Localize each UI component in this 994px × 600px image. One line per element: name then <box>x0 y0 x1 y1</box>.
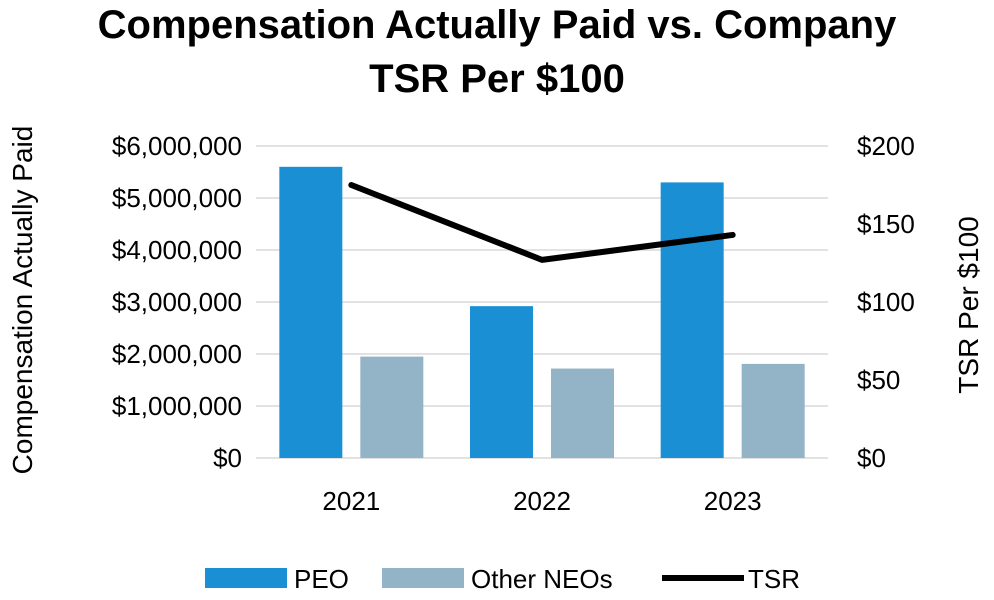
y-tick-label: $2,000,000 <box>112 339 242 369</box>
chart-title-line-2: TSR Per $100 <box>369 57 625 101</box>
left-axis-ticks: $0 $1,000,000 $2,000,000 $3,000,000 $4,000,0… <box>112 131 242 473</box>
x-tick-label: 2022 <box>513 486 571 516</box>
y-tick-label: $5,000,000 <box>112 183 242 213</box>
y-tick-label: $0 <box>213 443 242 473</box>
x-axis-ticks: 2021 2022 2023 <box>322 486 761 516</box>
bars <box>279 166 805 459</box>
y2-tick-label: $150 <box>857 209 915 239</box>
legend-swatch-other-neos <box>382 568 464 588</box>
bar-other-neos-2023 <box>741 363 805 458</box>
right-axis-ticks: $0 $50 $100 $150 $200 <box>857 131 915 473</box>
y-tick-label: $3,000,000 <box>112 287 242 317</box>
bar-other-neos-2022 <box>551 368 614 458</box>
tsr-line-layer <box>348 182 736 263</box>
chart-title-line-1: Compensation Actually Paid vs. Company <box>98 3 897 47</box>
legend: PEO Other NEOs TSR <box>205 564 800 594</box>
x-tick-label: 2023 <box>704 486 762 516</box>
y-tick-label: $4,000,000 <box>112 235 242 265</box>
y2-tick-label: $50 <box>857 365 900 395</box>
y-tick-label: $6,000,000 <box>112 131 242 161</box>
gridlines <box>256 145 828 459</box>
y2-tick-label: $100 <box>857 287 915 317</box>
bar-peo-2023 <box>660 182 724 458</box>
y-tick-label: $1,000,000 <box>112 391 242 421</box>
legend-label-other-neos: Other NEOs <box>471 564 613 594</box>
x-tick-label: 2021 <box>322 486 380 516</box>
y-axis-title: Compensation Actually Paid <box>7 126 38 475</box>
legend-label-tsr: TSR <box>748 564 800 594</box>
legend-label-peo: PEO <box>294 564 349 594</box>
legend-swatch-peo <box>205 568 287 588</box>
y2-axis-title: TSR Per $100 <box>953 216 984 393</box>
bar-other-neos-2021 <box>360 356 424 458</box>
y2-tick-label: $200 <box>857 131 915 161</box>
bar-peo-2021 <box>279 166 343 459</box>
bar-peo-2022 <box>470 306 533 458</box>
y2-tick-label: $0 <box>857 443 886 473</box>
